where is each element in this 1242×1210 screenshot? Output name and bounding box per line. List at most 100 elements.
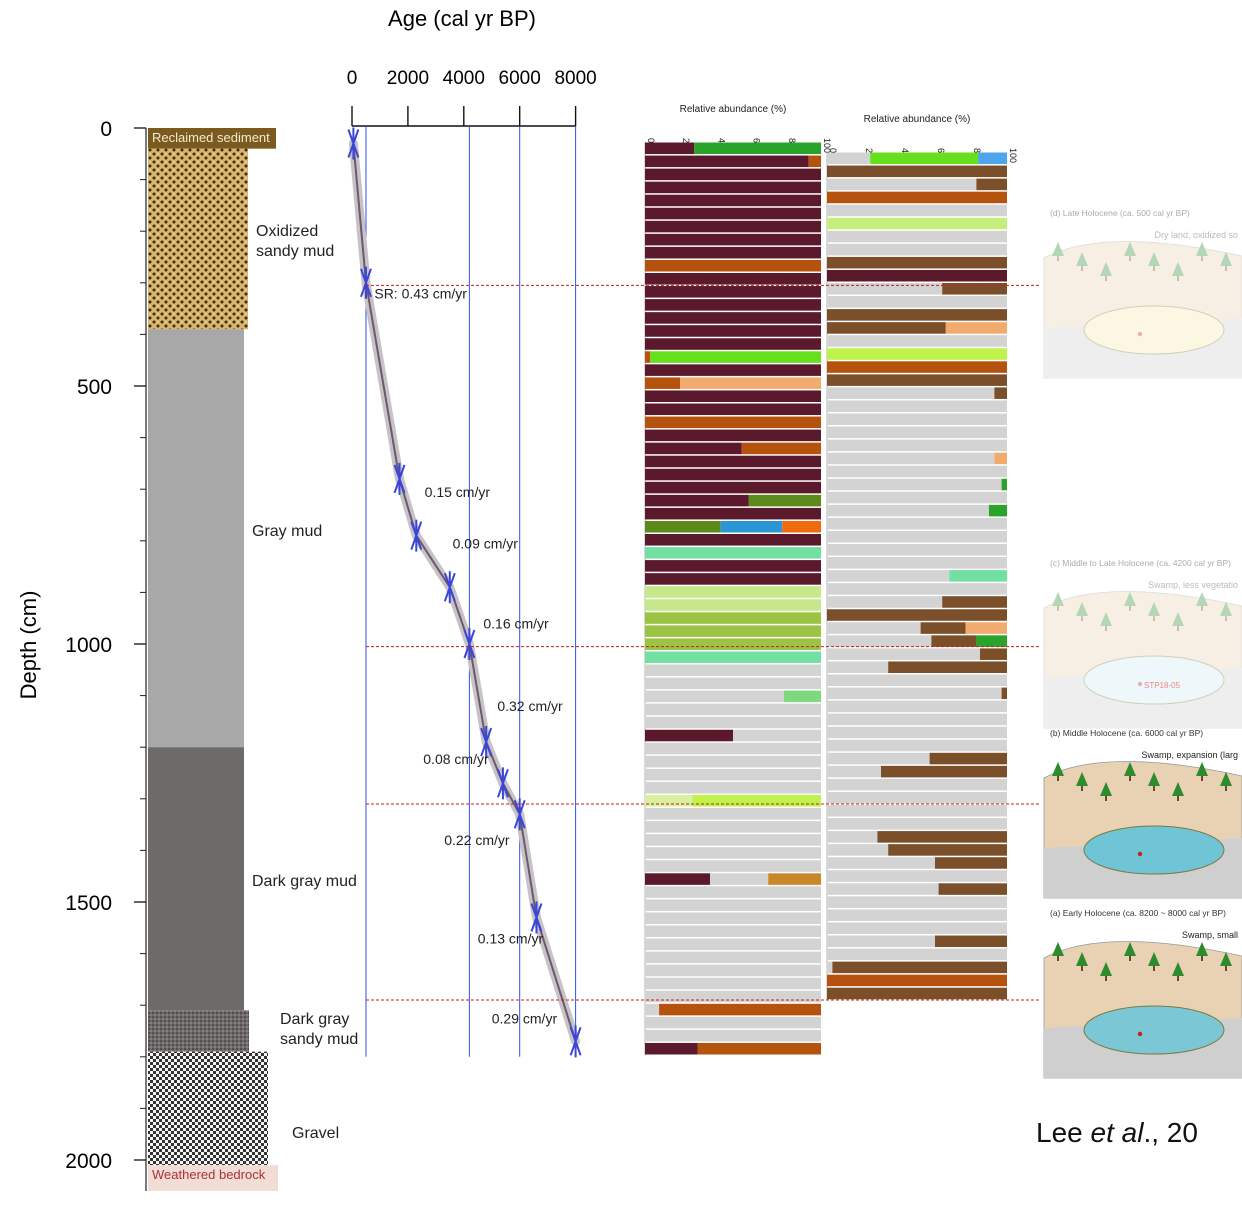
tree-trunk	[1057, 606, 1059, 611]
abundance-bar-segment	[827, 256, 1007, 269]
abundance-bar-segment	[942, 283, 1007, 295]
depth-tick-label: 1500	[65, 892, 112, 915]
abundance-bar-segment	[827, 805, 1007, 817]
abundance-bar-segment	[645, 246, 821, 259]
abundance-bar-segment	[827, 230, 1007, 243]
abundance-bar-segment	[645, 977, 821, 990]
tree-icon	[1076, 772, 1088, 786]
lith-unit-gray-mud	[148, 329, 244, 748]
abundance-bar-segment	[692, 795, 821, 807]
abundance-bar-segment	[827, 544, 1007, 556]
abundance-bar-segment	[645, 520, 721, 533]
abundance-bar-segment	[935, 857, 1007, 869]
abundance-bar-segment	[694, 142, 821, 155]
abundance-bar-segment	[827, 504, 989, 517]
abundance-bar-segment	[929, 752, 1007, 765]
abundance-bar-segment	[978, 152, 1007, 165]
lith-label-gravel: Gravel	[292, 1125, 339, 1142]
scene-3: (a) Early Holocene (ca. 8200 ~ 8000 cal …	[1043, 908, 1242, 1079]
tree-icon	[1100, 782, 1112, 796]
tree-icon	[1172, 962, 1184, 976]
panel-tick-label: 0	[646, 138, 656, 143]
abundance-bar-segment	[645, 951, 821, 964]
abundance-bar-segment	[877, 831, 1007, 843]
abundance-bar-segment	[827, 191, 1007, 204]
sedimentation-rate-label: 0.32 cm/yr	[497, 698, 563, 714]
tree-trunk	[1225, 266, 1227, 271]
abundance-bar-segment	[645, 1042, 698, 1055]
abundance-bar-segment	[782, 520, 821, 533]
tree-trunk	[1081, 966, 1083, 971]
abundance-bar-segment	[1001, 687, 1007, 700]
core-site-marker	[1137, 331, 1143, 337]
tree-trunk	[1177, 796, 1179, 801]
tree-icon	[1220, 952, 1232, 966]
age-tick-label: 4000	[443, 68, 485, 89]
tree-trunk	[1081, 266, 1083, 271]
abundance-bar-segment	[659, 1003, 821, 1016]
abundance-bar-segment	[645, 925, 821, 938]
abundance-bar-segment	[888, 844, 1007, 856]
abundance-bar-segment	[645, 494, 749, 507]
abundance-bar-segment	[645, 286, 821, 298]
abundance-bar-segment	[645, 273, 821, 285]
abundance-bar-segment	[827, 700, 1007, 713]
abundance-bar-segment	[827, 517, 1007, 530]
abundance-bar-segment	[748, 494, 821, 507]
abundance-bar-segment	[827, 491, 1007, 504]
abundance-bar-segment	[827, 348, 1007, 360]
abundance-bar-segment	[942, 596, 1007, 608]
abundance-bar-segment	[827, 296, 1007, 308]
abundance-bar-segment	[827, 530, 1007, 543]
tree-icon	[1124, 592, 1136, 606]
abundance-bar-segment	[645, 638, 821, 650]
tree-trunk	[1225, 616, 1227, 621]
abundance-bar-segment	[827, 452, 995, 465]
tree-trunk	[1129, 256, 1131, 261]
depth-tick-label: 0	[100, 118, 112, 141]
abundance-bar-segment	[645, 860, 821, 872]
dated-sample-marker	[480, 726, 493, 759]
tree-trunk	[1177, 276, 1179, 281]
tree-trunk	[1057, 956, 1059, 961]
abundance-bar-segment	[827, 465, 1007, 478]
abundance-bar-segment	[827, 961, 833, 974]
abundance-bar-segment	[827, 269, 1007, 282]
abundance-bar-segment	[645, 560, 821, 572]
abundance-bar-segment	[827, 152, 871, 165]
abundance-bar-segment	[931, 635, 977, 647]
abundance-bar-segment	[768, 873, 821, 885]
abundance-bar-segment	[645, 390, 821, 402]
abundance-bar-segment	[827, 387, 995, 399]
abundance-bar-segment	[645, 886, 821, 898]
dated-sample-marker	[496, 767, 509, 800]
abundance-panel-1: Relative abundance (%)020406080100	[644, 104, 832, 1056]
abundance-bar-segment	[827, 374, 1007, 386]
tree-icon	[1076, 602, 1088, 616]
dated-sample-marker	[347, 127, 360, 160]
zone-boundaries	[366, 284, 1040, 1001]
tree-trunk	[1177, 626, 1179, 631]
lith-label-gray-mud: Gray mud	[252, 523, 322, 540]
scene-caption: (b) Middle Holocene (ca. 6000 cal yr BP)	[1050, 728, 1203, 738]
abundance-bar-segment	[645, 351, 651, 363]
abundance-bar-segment	[645, 194, 821, 207]
age-depth-chart: SR: 0.43 cm/yr 0.15 cm/yr 0.09 cm/yr 0.16 c…	[347, 126, 582, 1058]
abundance-bar-segment	[710, 873, 769, 885]
citation-year: ., 20	[1143, 1117, 1197, 1148]
dated-sample-marker	[513, 798, 526, 831]
depth-axis-label: Depth (cm)	[16, 591, 41, 700]
abundance-bar-segment	[645, 586, 821, 598]
tree-icon	[1124, 762, 1136, 776]
abundance-bar-segment	[870, 152, 979, 165]
lith-label-reclaimed-sediment: Reclaimed sediment	[152, 130, 270, 145]
abundance-bar-segment	[645, 481, 821, 494]
abundance-bar-segment	[881, 765, 1007, 778]
abundance-bar-segment	[645, 1029, 821, 1042]
abundance-bar-segment	[645, 716, 821, 729]
abundance-bar-segment	[645, 990, 821, 1003]
abundance-bar-segment	[645, 442, 742, 455]
tree-trunk	[1081, 786, 1083, 791]
scene-point-label: STP18-05	[1144, 681, 1181, 690]
abundance-bar-segment	[741, 442, 821, 455]
